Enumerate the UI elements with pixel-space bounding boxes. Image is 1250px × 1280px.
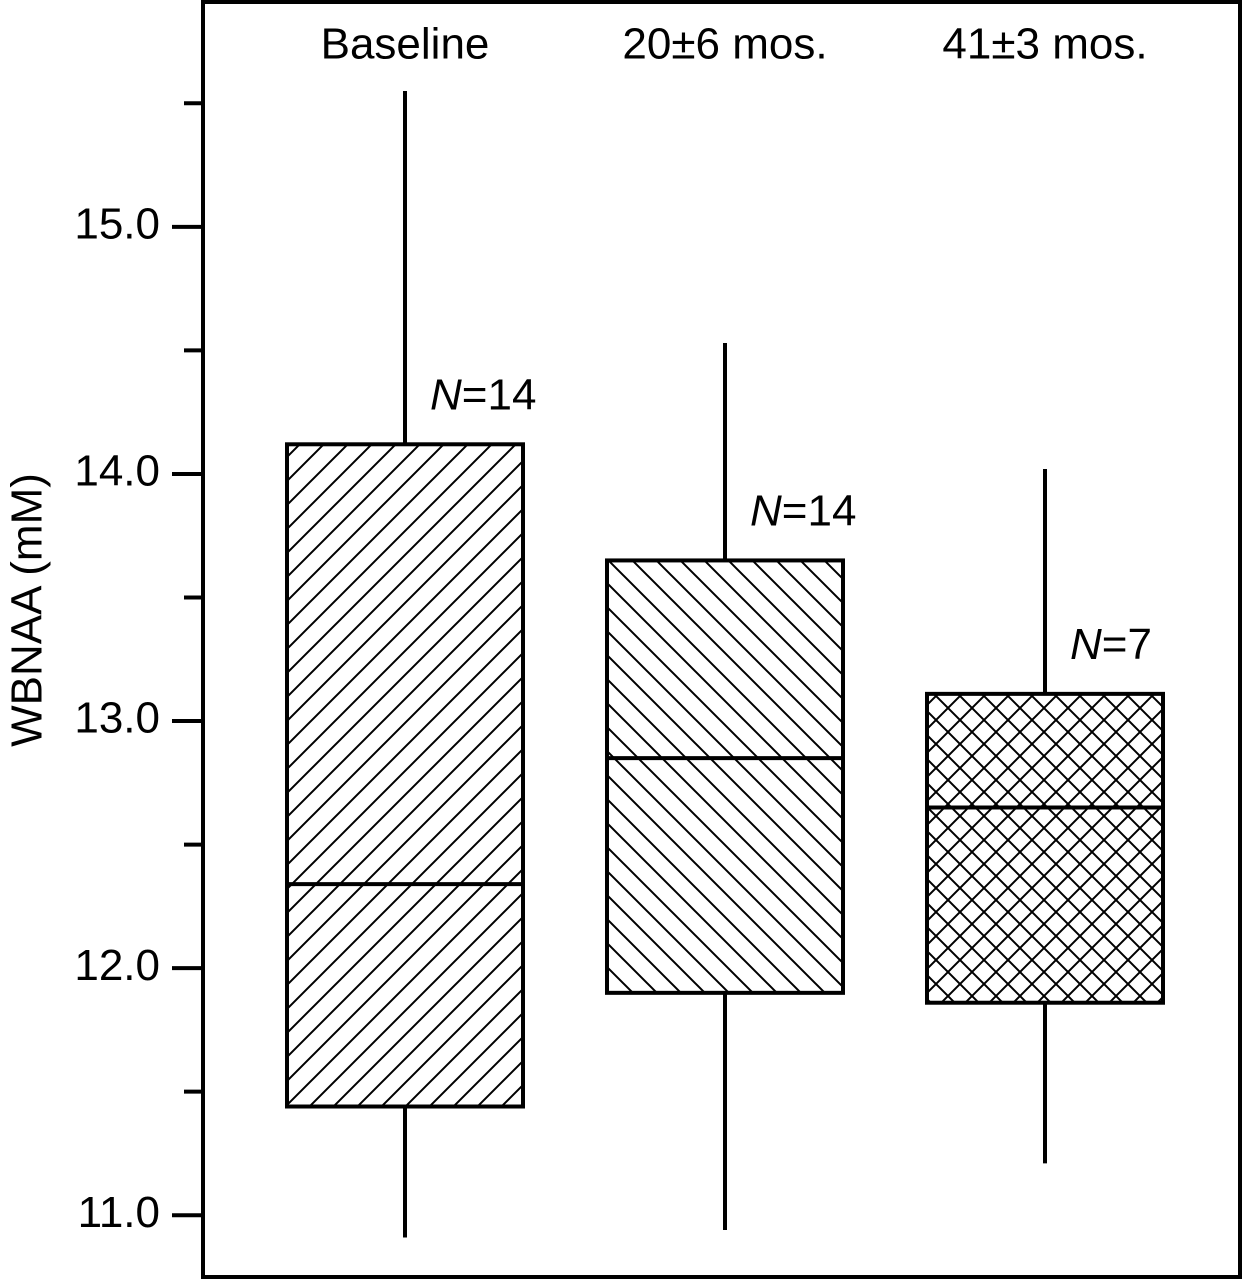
y-axis-label: WBNAA (mM) [3,473,52,747]
n-label: N=7 [1070,619,1152,668]
box [285,442,525,1109]
category-label: 20±6 mos. [622,20,827,69]
y-tick-label: 11.0 [78,1188,160,1237]
y-tick-label: 12.0 [74,941,160,990]
n-label-italic: N [430,370,462,419]
n-label-text: =7 [1102,619,1152,668]
category-label: 41±3 mos. [942,20,1147,69]
plot-frame [201,0,1242,1279]
n-label-italic: N [750,486,782,535]
n-label-italic: N [1070,619,1102,668]
box [925,691,1165,1005]
y-tick-label: 15.0 [74,199,160,248]
n-label: N=14 [750,486,856,535]
category-label: Baseline [321,20,490,69]
y-tick-label: 14.0 [74,447,160,496]
n-label-text: =14 [782,486,857,535]
box [605,558,845,995]
n-label-text: =14 [462,370,537,419]
y-tick-label: 13.0 [74,694,160,743]
n-label: N=14 [430,370,536,419]
